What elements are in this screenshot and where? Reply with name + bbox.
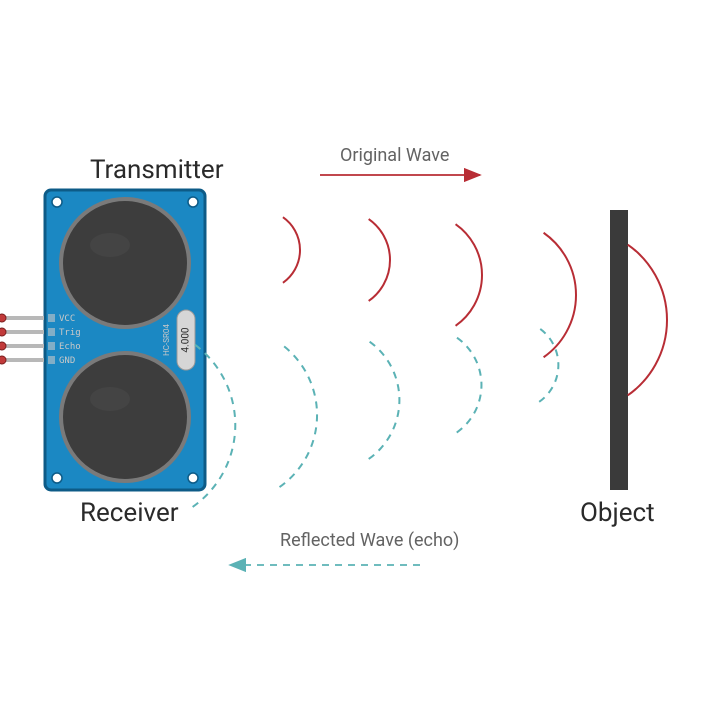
original-wave-arc-1 xyxy=(369,219,390,301)
svg-text:4.000: 4.000 xyxy=(181,327,192,352)
reflected-wave-arc-0 xyxy=(539,328,558,402)
original-wave-label: Original Wave xyxy=(340,145,449,166)
sensor-board: 4.000 HC-SR04 VCC Trig Echo GND xyxy=(0,190,205,490)
object-label: Object xyxy=(580,498,655,528)
receiver-label: Receiver xyxy=(80,498,179,528)
svg-text:VCC: VCC xyxy=(59,314,75,324)
pin-vcc: VCC xyxy=(0,314,75,324)
original-wave-arc-4 xyxy=(628,245,667,396)
original-wave-arc-0 xyxy=(283,217,300,283)
transmitter-transducer xyxy=(59,197,191,329)
transmitter-label: Transmitter xyxy=(90,155,224,185)
diagram-canvas: 4.000 HC-SR04 VCC Trig Echo GND xyxy=(0,0,720,720)
svg-text:Trig: Trig xyxy=(59,328,81,338)
pin-echo: Echo xyxy=(0,342,81,352)
reflected-wave-arc-1 xyxy=(457,337,482,432)
svg-text:GND: GND xyxy=(59,356,75,366)
original-wave-arc-3 xyxy=(544,233,576,358)
reflected-wave-arc-3 xyxy=(280,343,318,487)
receiver-transducer xyxy=(59,351,191,483)
crystal-oscillator: 4.000 xyxy=(177,310,195,370)
pin-gnd: GND xyxy=(0,356,75,366)
original-wave-arc-2 xyxy=(456,224,482,326)
reflected-wave-arc-2 xyxy=(369,341,400,459)
reflected-wave-label: Reflected Wave (echo) xyxy=(280,530,459,551)
object-wall xyxy=(610,210,628,490)
model-label: HC-SR04 xyxy=(162,324,171,356)
svg-text:Echo: Echo xyxy=(59,342,81,352)
pin-trig: Trig xyxy=(0,328,81,338)
